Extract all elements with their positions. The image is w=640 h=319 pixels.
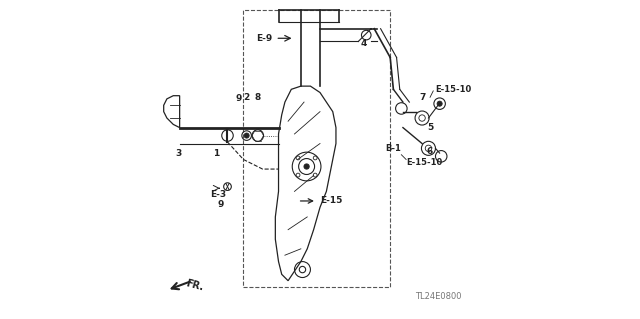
Text: B-1: B-1 [385,144,401,153]
Text: 5: 5 [427,123,433,132]
Text: E-15: E-15 [320,197,342,205]
Text: 7: 7 [419,93,425,102]
Text: 3: 3 [175,149,181,158]
Bar [243,10,390,287]
Text: 2: 2 [243,93,249,102]
Text: 6: 6 [427,147,433,156]
Text: 8: 8 [255,93,261,102]
Text: E-9: E-9 [256,34,273,43]
Circle shape [244,133,249,138]
Circle shape [304,164,309,169]
Text: FR.: FR. [184,278,204,293]
Text: E-15-10: E-15-10 [406,158,442,167]
Text: 4: 4 [361,39,367,48]
Text: 9: 9 [218,200,224,209]
Circle shape [437,101,442,106]
Text: TL24E0800: TL24E0800 [415,292,461,301]
Text: E-15-10: E-15-10 [435,85,471,94]
Text: 1: 1 [213,149,220,158]
Text: 9: 9 [236,94,242,103]
Text: E-3: E-3 [210,190,226,199]
